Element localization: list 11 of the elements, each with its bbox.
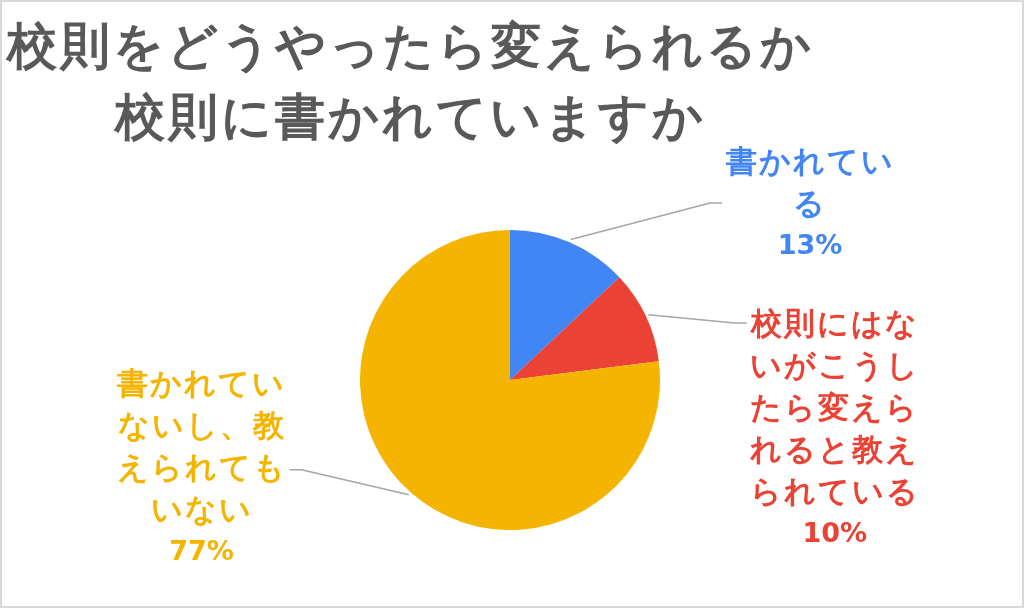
data-label: 77% [168,534,235,568]
chart-title: 校則をどうやったら変えられるか [4,16,815,76]
data-label: 10% [801,516,868,550]
pie-slice [360,230,660,530]
slice-label: 書かれていないし、教えられてもいない [115,364,288,529]
chart-subtitle: 校則に書かれていますか [114,88,706,146]
pie-slice [510,277,659,380]
slice-label: 書かれている [724,142,896,223]
data-label: 13% [776,228,844,262]
pie-slice [510,230,620,380]
slice-label: 校則にはないがこうしたら変えられると教えられている [748,304,921,511]
